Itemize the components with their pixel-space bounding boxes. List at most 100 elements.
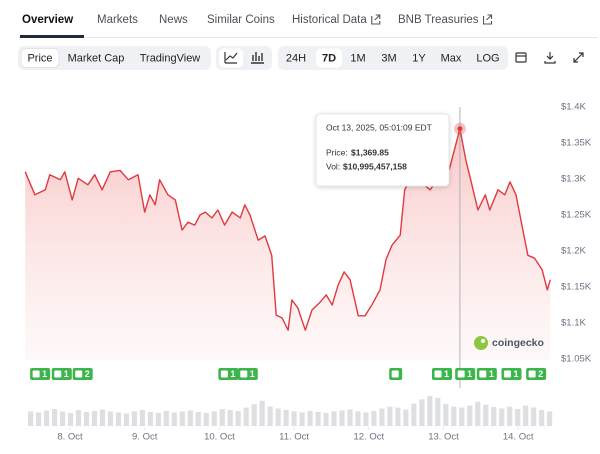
event-icon	[75, 370, 83, 378]
view-button[interactable]: TradingView	[140, 52, 201, 64]
x-tick-label: 8. Oct	[57, 432, 83, 443]
volume-bar	[131, 411, 137, 426]
watermark-logo	[474, 336, 488, 350]
expand-icon[interactable]	[573, 52, 584, 63]
external-link-icon	[482, 14, 493, 25]
volume-bar	[299, 412, 305, 426]
y-tick-label: $1.05K	[561, 354, 592, 365]
tab[interactable]: Markets	[97, 14, 138, 26]
event-icon	[240, 370, 248, 378]
tooltip-vol: $10,995,457,158	[343, 161, 407, 171]
y-tick-label: $1.2K	[561, 246, 586, 257]
volume-bar	[507, 406, 513, 426]
volume-bar	[307, 410, 313, 426]
tooltip-box	[315, 113, 450, 187]
y-tick-label: $1.4K	[561, 102, 586, 113]
volume-bar	[547, 411, 553, 426]
volume-bar	[499, 408, 505, 426]
volume-bar	[28, 411, 34, 426]
event-icon	[32, 370, 40, 378]
volume-bar	[171, 412, 177, 426]
volume-bar	[235, 410, 241, 426]
period-button[interactable]: Max	[441, 52, 462, 64]
volume-bar	[347, 409, 353, 426]
volume-bar	[243, 407, 249, 426]
volume-bar	[459, 407, 465, 426]
volume-bar	[43, 410, 50, 426]
volume-bar	[411, 403, 417, 426]
event-icon	[479, 370, 487, 378]
candle-icon[interactable]	[251, 52, 264, 64]
period-button[interactable]: 24H	[286, 52, 306, 64]
x-tick-label: 14. Oct	[503, 432, 534, 443]
view-button[interactable]: Market Cap	[68, 52, 125, 64]
watermark-logo-eye	[481, 339, 485, 343]
tab[interactable]: News	[159, 14, 188, 26]
tooltip-price-label: Price:	[326, 147, 348, 157]
period-button[interactable]: 1M	[350, 52, 365, 64]
volume-bar	[451, 406, 457, 426]
tab-underline	[20, 35, 84, 38]
volume-bar	[259, 400, 265, 426]
volume-bar	[323, 412, 329, 426]
tab[interactable]: Overview	[22, 14, 73, 26]
volume-bar	[211, 411, 217, 426]
price-line	[24, 127, 551, 331]
volume-bar	[315, 411, 321, 426]
volume-bar	[339, 410, 345, 426]
calendar-icon[interactable]	[515, 52, 527, 63]
event-count: 1	[230, 369, 235, 379]
volume-bar	[147, 411, 153, 426]
volume-bar	[531, 407, 537, 426]
volume-bar	[99, 409, 106, 426]
view-button[interactable]: Price	[27, 52, 52, 64]
volume-bar	[371, 410, 377, 426]
volume-bar	[35, 412, 42, 426]
volume-bar	[107, 411, 114, 426]
tooltip-price: $1,369.85	[351, 147, 389, 157]
x-tick-label: 12. Oct	[353, 432, 384, 443]
event-icon	[457, 370, 465, 378]
volume-bar	[227, 409, 233, 426]
volume-bar	[195, 411, 201, 426]
tab[interactable]: BNB Treasuries	[398, 14, 479, 26]
y-tick-label: $1.3K	[561, 174, 586, 185]
volume-bar	[475, 401, 481, 426]
volume-bar	[67, 412, 74, 426]
volume-bar	[491, 407, 497, 426]
volume-bar	[395, 407, 401, 426]
tooltip-vol-label: Vol:	[326, 161, 340, 171]
volume-bar	[187, 410, 193, 426]
chart-type-selected[interactable]	[219, 48, 243, 68]
volume-bar	[75, 409, 82, 426]
volume-bar	[291, 411, 297, 426]
period-selected	[316, 48, 342, 68]
volume-bar	[155, 412, 161, 426]
download-icon[interactable]	[544, 52, 556, 64]
volume-bar	[403, 409, 409, 426]
volume-bar	[427, 395, 433, 426]
period-button[interactable]: LOG	[476, 52, 499, 64]
period-button[interactable]: 1Y	[412, 52, 426, 64]
volume-bar	[419, 399, 425, 426]
event-count: 1	[513, 369, 518, 379]
tab[interactable]: Historical Data	[292, 14, 367, 26]
volume-bar	[283, 409, 289, 426]
event-icon	[54, 370, 62, 378]
tab[interactable]: Similar Coins	[207, 14, 275, 26]
volume-bar	[219, 409, 225, 426]
tooltip-date: Oct 13, 2025, 05:01:09 EDT	[326, 122, 432, 132]
volume-bar	[443, 404, 449, 426]
volume-bar	[203, 412, 209, 426]
volume-bar	[467, 405, 473, 426]
period-button[interactable]: 7D	[322, 52, 336, 64]
volume-bar	[483, 404, 489, 426]
volume-bar	[355, 411, 361, 426]
volume-bar	[387, 406, 393, 426]
volume-bar	[379, 408, 385, 426]
tooltip: Oct 13, 2025, 05:01:09 EDT Price: $1,369.8…	[315, 113, 450, 187]
period-button[interactable]: 3M	[381, 52, 396, 64]
y-tick-label: $1.1K	[561, 318, 586, 329]
volume-bar	[123, 413, 130, 426]
